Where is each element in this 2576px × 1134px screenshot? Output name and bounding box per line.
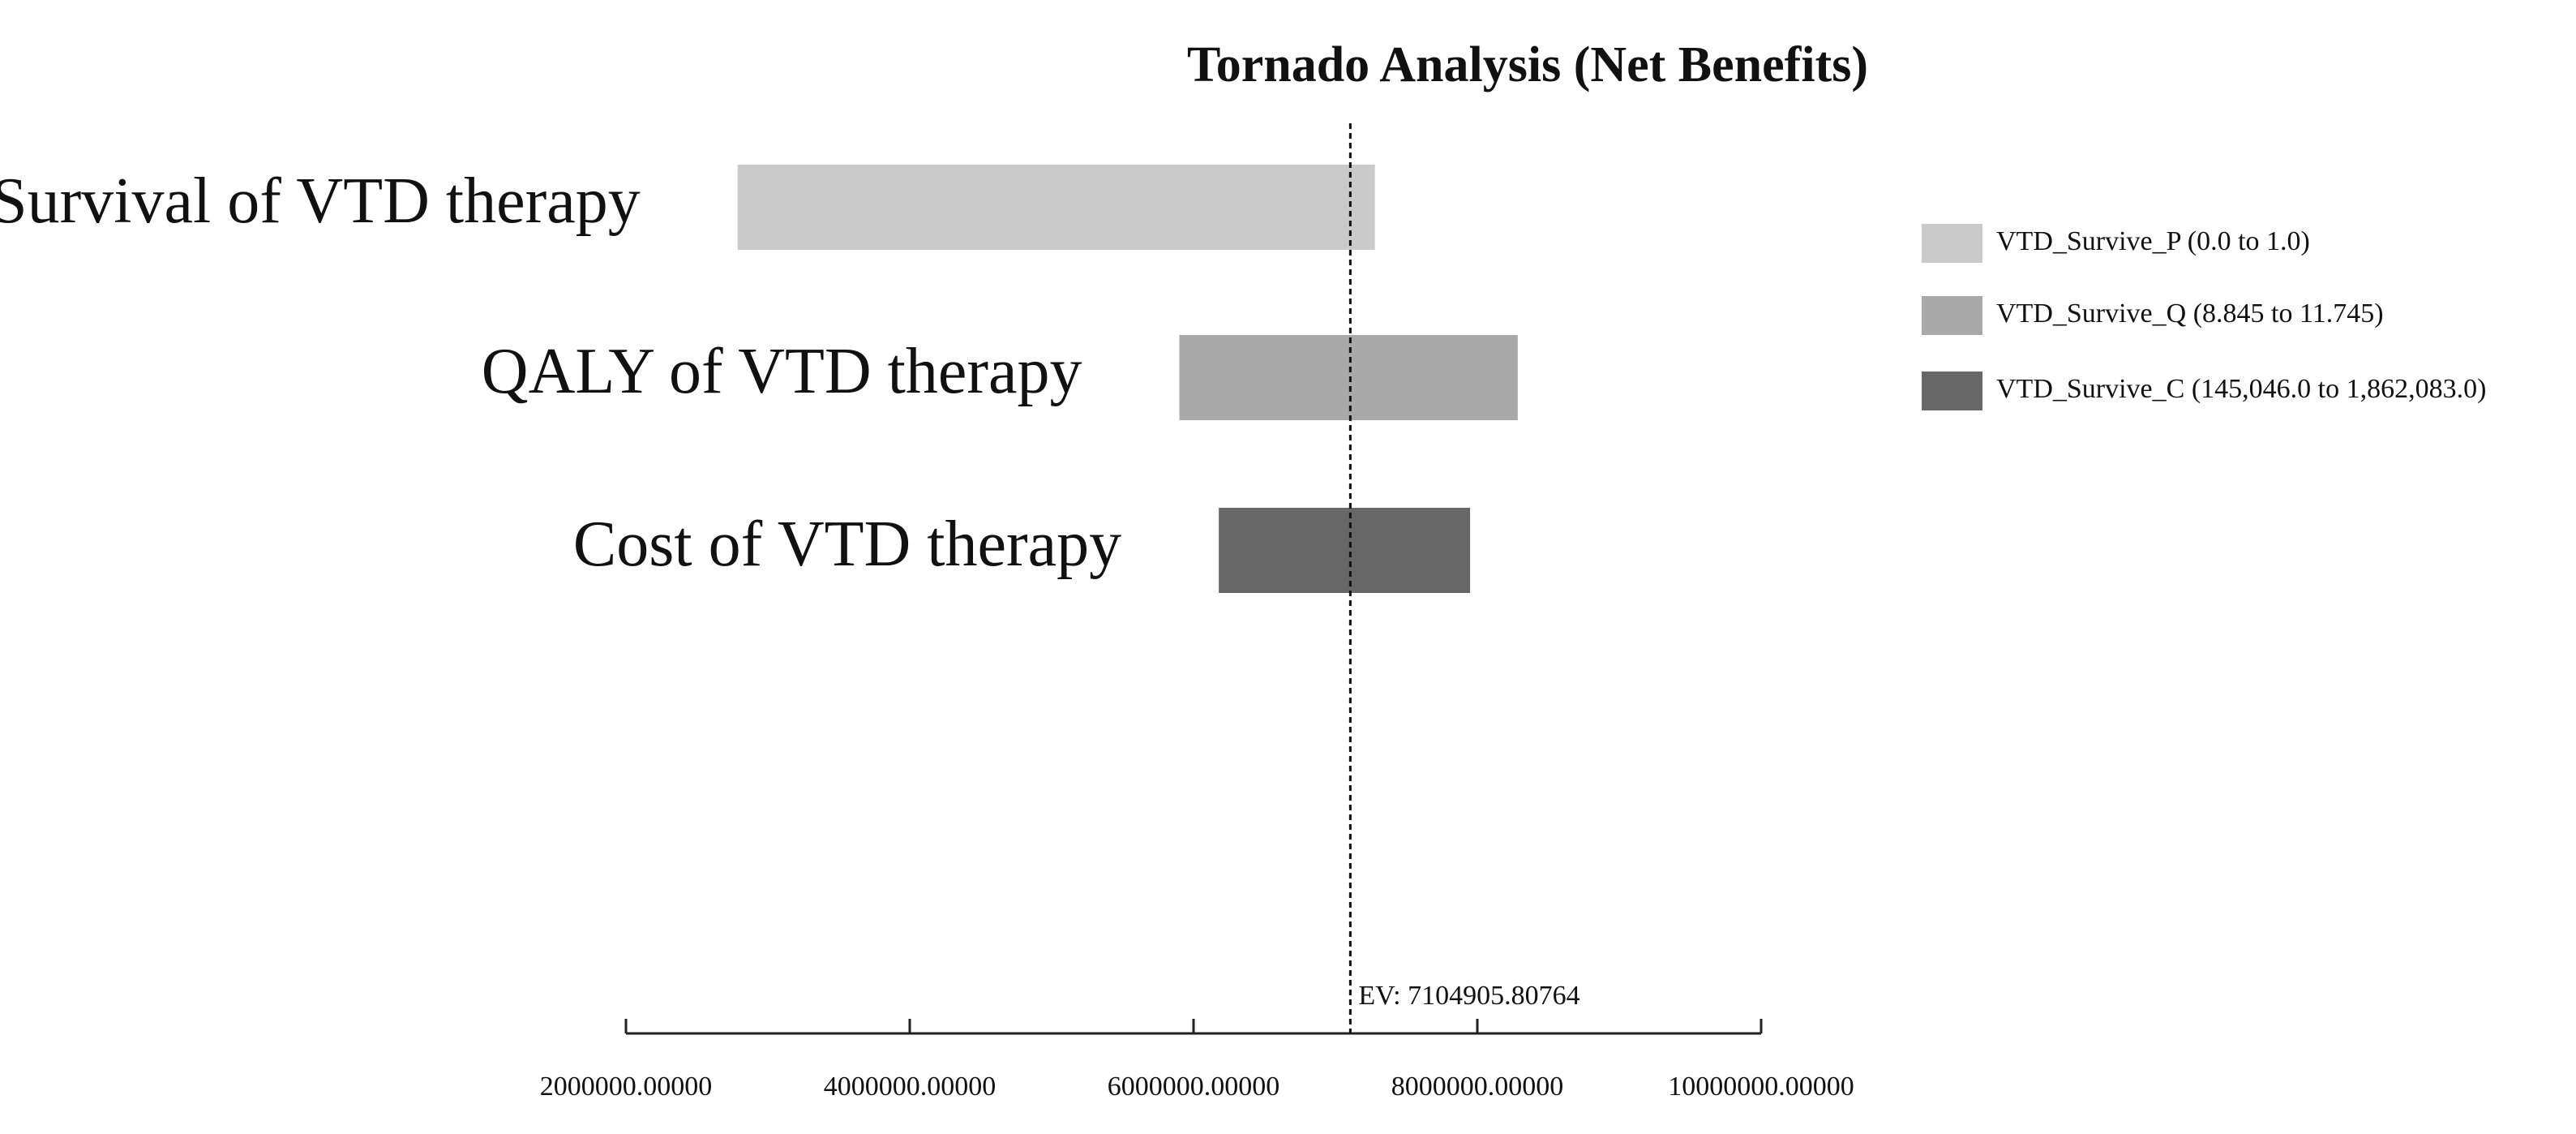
legend-swatch [1922,224,1982,263]
x-tick-label: 10000000.00000 [1668,1072,1854,1102]
category-label: Survival of VTD therapy [0,165,641,237]
legend-label: VTD_Survive_C (145,046.0 to 1,862,083.0) [1996,374,2486,404]
x-tick-label: 8000000.00000 [1391,1072,1564,1102]
ev-label: EV: 7104905.80764 [1358,981,1579,1011]
x-tick-label: 2000000.00000 [540,1072,713,1102]
legend-label: VTD_Survive_Q (8.845 to 11.745) [1996,299,2384,329]
category-label: QALY of VTD therapy [482,336,1082,407]
x-tick-label: 4000000.00000 [824,1072,997,1102]
legend-swatch [1922,296,1982,335]
x-tick-label: 6000000.00000 [1108,1072,1280,1102]
bar [1179,335,1518,420]
category-label: Cost of VTD therapy [573,509,1121,580]
legend-swatch [1922,372,1982,410]
legend-label: VTD_Survive_P (0.0 to 1.0) [1996,226,2310,256]
bar [1219,508,1471,593]
chart-title: Tornado Analysis (Net Benefits) [1187,37,1868,92]
bar [737,165,1375,250]
